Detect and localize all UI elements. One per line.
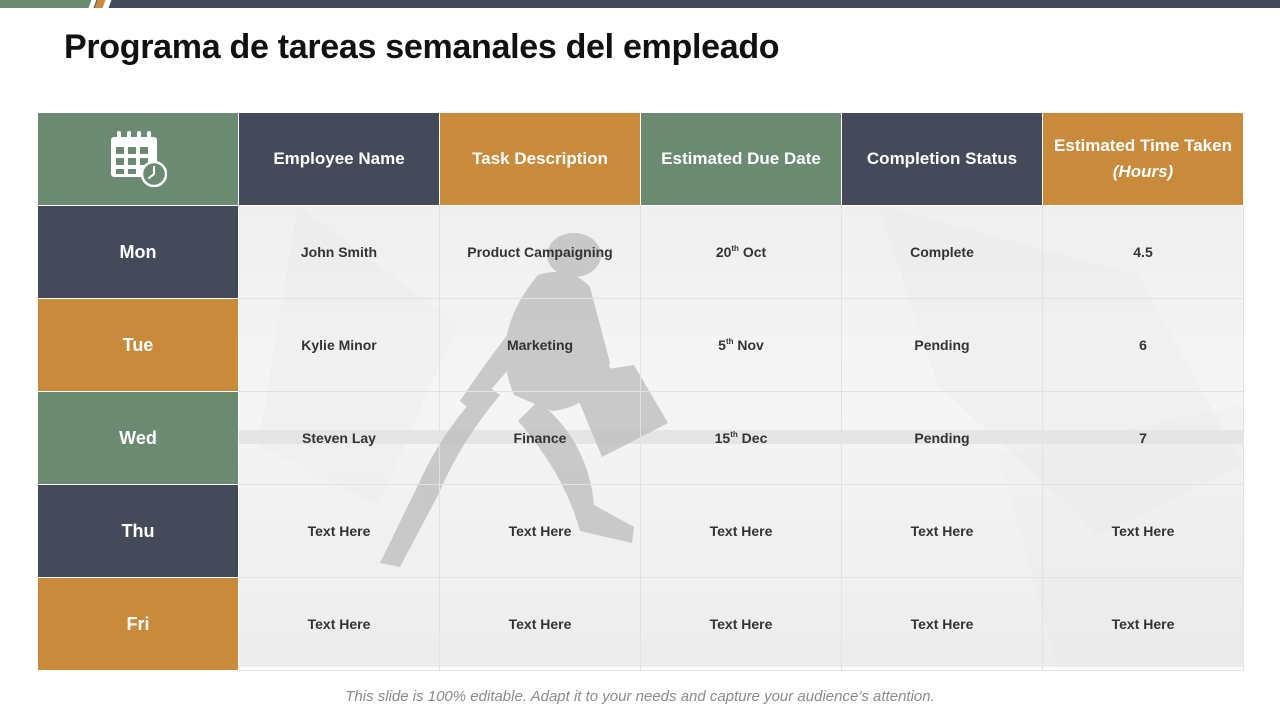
table-row: Thu Text Here Text Here Text Here Text H… xyxy=(37,484,1244,578)
due-date-cell: 20th Oct xyxy=(640,205,842,299)
task-cell: Finance xyxy=(439,391,641,485)
table-row: Wed Steven Lay Finance 15th Dec Pending … xyxy=(37,391,1244,485)
column-header-task-description: Task Description xyxy=(439,112,641,206)
schedule-table: Employee Name Task Description Estimated… xyxy=(37,112,1244,671)
table-row: Fri Text Here Text Here Text Here Text H… xyxy=(37,577,1244,671)
employee-cell: Text Here xyxy=(238,577,440,671)
hours-cell: 4.5 xyxy=(1042,205,1244,299)
status-cell: Pending xyxy=(841,391,1043,485)
top-accent-gap xyxy=(102,0,112,8)
employee-cell: Steven Lay xyxy=(238,391,440,485)
top-accent-bar xyxy=(0,0,1280,8)
column-header-time-label: Estimated Time Taken xyxy=(1054,136,1232,155)
status-cell: Text Here xyxy=(841,577,1043,671)
top-accent-green xyxy=(0,0,92,8)
due-month: Dec xyxy=(741,430,768,446)
column-header-completion-status: Completion Status xyxy=(841,112,1043,206)
task-cell: Product Campaigning xyxy=(439,205,641,299)
status-cell: Text Here xyxy=(841,484,1043,578)
page-title: Programa de tareas semanales del emplead… xyxy=(64,28,780,66)
column-header-estimated-due-date: Estimated Due Date xyxy=(640,112,842,206)
due-month: Oct xyxy=(742,244,767,260)
day-cell: Wed xyxy=(37,391,239,485)
task-cell: Text Here xyxy=(439,484,641,578)
header-icon-cell xyxy=(37,112,239,206)
schedule-table-wrap: Employee Name Task Description Estimated… xyxy=(37,112,1244,671)
task-cell: Marketing xyxy=(439,298,641,392)
employee-cell: Kylie Minor xyxy=(238,298,440,392)
day-cell: Tue xyxy=(37,298,239,392)
table-row: Mon John Smith Product Campaigning 20th … xyxy=(37,205,1244,299)
due-ordinal: th xyxy=(725,337,734,346)
due-month: Nov xyxy=(737,337,764,353)
hours-cell: Text Here xyxy=(1042,577,1244,671)
status-cell: Complete xyxy=(841,205,1043,299)
due-date-cell: 5th Nov xyxy=(640,298,842,392)
due-ordinal: th xyxy=(730,430,738,439)
due-day: 20 xyxy=(715,244,732,260)
footer-note: This slide is 100% editable. Adapt it to… xyxy=(345,688,935,705)
day-cell: Fri xyxy=(37,577,239,671)
due-date-cell: Text Here xyxy=(640,484,842,578)
day-cell: Thu xyxy=(37,484,239,578)
due-date-cell: Text Here xyxy=(640,577,842,671)
table-header-row: Employee Name Task Description Estimated… xyxy=(37,112,1244,206)
calendar-clock-icon xyxy=(111,131,167,187)
employee-cell: Text Here xyxy=(238,484,440,578)
hours-cell: Text Here xyxy=(1042,484,1244,578)
due-day: 15 xyxy=(714,430,731,446)
hours-cell: 7 xyxy=(1042,391,1244,485)
column-header-estimated-time-taken: Estimated Time Taken (Hours) xyxy=(1042,112,1244,206)
day-cell: Mon xyxy=(37,205,239,299)
due-ordinal: th xyxy=(731,244,739,253)
hours-cell: 6 xyxy=(1042,298,1244,392)
column-header-employee-name: Employee Name xyxy=(238,112,440,206)
employee-cell: John Smith xyxy=(238,205,440,299)
task-cell: Text Here xyxy=(439,577,641,671)
due-date-cell: 15th Dec xyxy=(640,391,842,485)
due-day: 5 xyxy=(718,337,726,353)
status-cell: Pending xyxy=(841,298,1043,392)
column-header-time-unit: (Hours) xyxy=(1112,162,1174,181)
table-row: Tue Kylie Minor Marketing 5th Nov Pendin… xyxy=(37,298,1244,392)
